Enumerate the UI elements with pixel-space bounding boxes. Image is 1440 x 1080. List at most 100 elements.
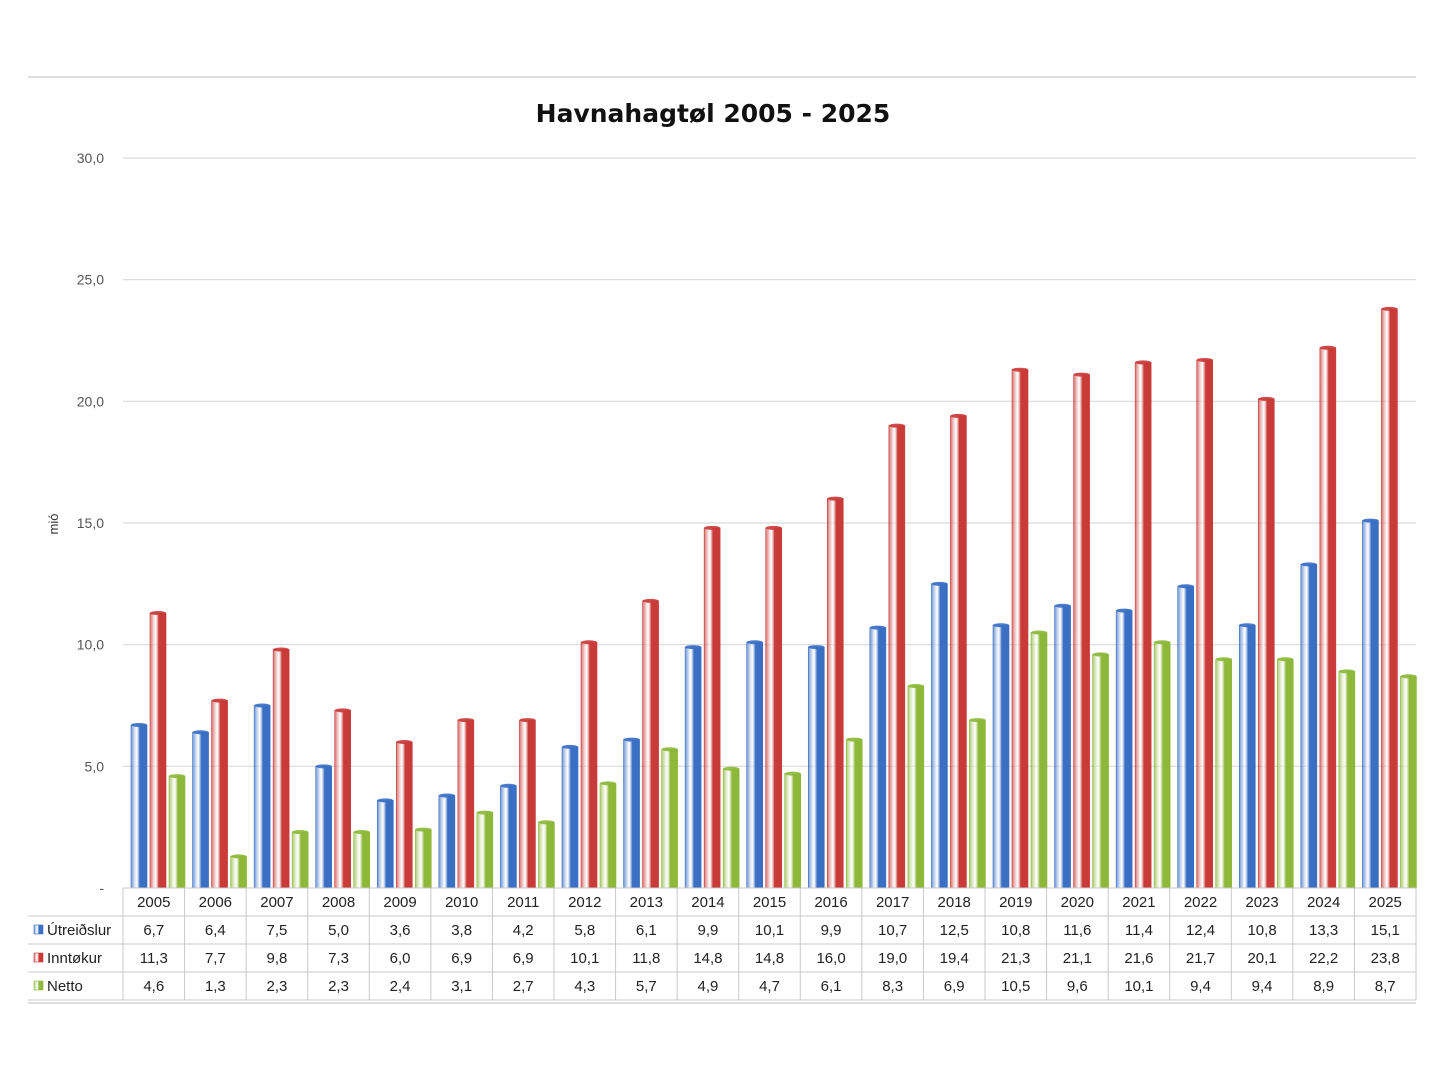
bar-cap [888,423,905,428]
x-tick-label: 2012 [568,894,601,911]
bar-cap [1319,345,1336,350]
bar-cap [581,640,597,645]
y-axis-label: mió [46,514,61,535]
bar-netto-2019 [1030,632,1048,889]
table-cell: 2,3 [328,978,349,995]
bar-cap [808,645,825,650]
table-cell: 16,0 [816,950,845,967]
bar-cap [950,413,967,418]
bar-netto-2010 [476,812,494,889]
bar--trei-slur-2007 [253,705,271,889]
bar-cap [1400,674,1417,679]
table-cell: 10,7 [878,922,907,939]
bar-cap [723,766,740,771]
bar-netto-2018 [969,719,986,889]
bar--trei-slur-2020 [1054,605,1071,889]
bar-cap [1381,306,1398,311]
bar-cap [1116,608,1133,613]
table-cell: 8,9 [1313,978,1334,995]
bar-cap [1054,603,1071,608]
bar-inntøkur-2011 [519,719,536,889]
y-tick-label: 15,0 [77,515,104,531]
bar-inntøkur-2006 [211,700,228,889]
bar--trei-slur-2024 [1300,564,1318,889]
bar-cap [315,764,332,769]
bar-netto-2020 [1092,654,1109,889]
bar-inntøkur-2007 [272,649,290,889]
bar-cap [600,781,616,786]
bar-netto-2006 [230,856,247,889]
x-tick-label: 2018 [938,894,971,911]
bar-cap [476,810,493,815]
bar-netto-2016 [845,739,863,889]
bar-inntøkur-2020 [1073,374,1090,889]
bar-cap [1239,623,1256,628]
bar-cap [1154,640,1171,645]
x-tick-label: 2016 [814,894,847,911]
y-tick-label: 30,0 [77,150,104,166]
bar-cap [993,623,1009,628]
bar--trei-slur-2005 [130,724,148,889]
bar-cap [765,525,782,530]
table-cell: 20,1 [1247,950,1276,967]
bar-netto-2022 [1215,658,1233,889]
table-cell: 21,7 [1186,950,1215,967]
table-cell: 1,3 [205,978,226,995]
bar-cap [254,703,271,708]
table-cell: 9,4 [1190,978,1211,995]
bar-cap [907,684,924,689]
table-cell: 21,6 [1124,950,1153,967]
table-cell: 6,9 [944,978,965,995]
table-cell: 4,2 [513,922,534,939]
table-cell: 7,3 [328,950,349,967]
bar-cap [1300,562,1317,567]
bar-netto-2021 [1153,641,1171,889]
bar-inntøkur-2025 [1381,308,1398,889]
legend-swatch [33,952,44,963]
bar--trei-slur-2015 [746,641,764,889]
bar-cap [1277,657,1294,662]
bar-cap [685,645,702,650]
bar-cap [334,708,351,713]
bar-inntøkur-2010 [457,719,475,889]
legend-swatch [33,980,44,991]
bar-cap [192,730,209,735]
bar-inntøkur-2016 [826,498,844,889]
bar-inntøkur-2021 [1134,362,1152,889]
bar-cap [784,771,801,776]
bar-inntøkur-2024 [1319,347,1337,889]
bar-netto-2023 [1276,658,1294,889]
x-tick-label: 2007 [260,894,293,911]
bar-cap [846,737,863,742]
bar-cap [131,722,147,727]
bar-netto-2012 [599,783,617,889]
x-tick-label: 2013 [630,894,663,911]
table-cell: 9,6 [1067,978,1088,995]
bar--trei-slur-2006 [192,731,209,889]
table-cell: 6,4 [205,922,226,939]
bar-netto-2011 [538,821,555,889]
bar-cap [396,740,413,744]
bar--trei-slur-2011 [500,785,517,889]
x-tick-label: 2022 [1184,894,1217,911]
bar-cap [519,718,536,723]
table-cell: 10,1 [1124,978,1153,995]
bar-netto-2014 [722,768,740,889]
table-cell: 9,4 [1252,978,1273,995]
bar-netto-2015 [784,773,802,889]
table-cell: 4,7 [759,978,780,995]
bar--trei-slur-2012 [561,746,579,889]
bar-cap [538,820,555,825]
table-cell: 9,9 [697,922,718,939]
bar-cap [292,830,309,835]
table-cell: 3,6 [390,922,411,939]
bar-cap [273,647,290,652]
x-tick-label: 2005 [137,894,170,911]
bar-inntøkur-2019 [1011,369,1029,889]
table-cell: 6,0 [390,950,411,967]
table-cell: 4,6 [143,978,164,995]
x-tick-label: 2010 [445,894,478,911]
table-cell: 9,8 [266,950,287,967]
table-cell: 3,1 [451,978,472,995]
table-cell: 9,9 [821,922,842,939]
